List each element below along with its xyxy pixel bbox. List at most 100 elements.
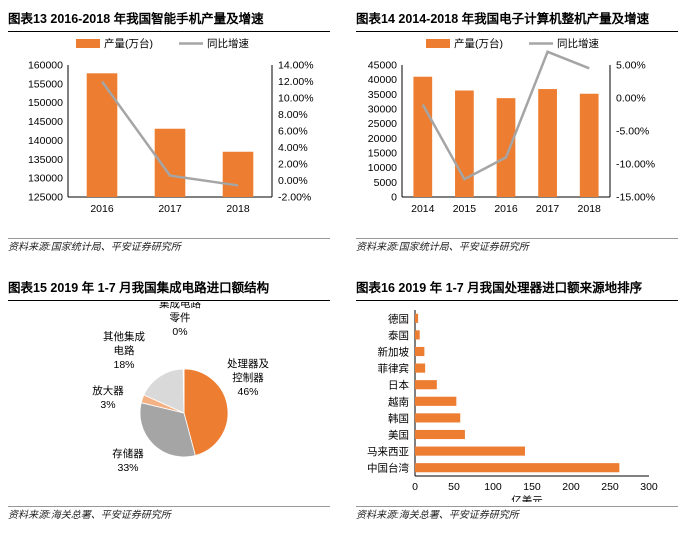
x-tick-label: 0 <box>412 481 418 493</box>
y2-tick-label: 14.00% <box>278 60 314 72</box>
pie-label: 电路 <box>114 344 135 357</box>
combo-chart-computer: 0 5000 10000 15000 20000 25000 30000 35000 40000… <box>368 37 655 215</box>
legend-label-line: 同比增速 <box>557 37 599 50</box>
pie-label: 33% <box>117 462 138 474</box>
bar-2014 <box>413 76 433 197</box>
x-tick-label: 2017 <box>536 203 560 215</box>
y-tick-label: 30000 <box>368 104 397 116</box>
pie-label: 46% <box>237 386 258 398</box>
pie-slice-其他集成电路 <box>143 368 185 414</box>
bar-菲律宾 <box>415 363 426 373</box>
pie-slice-集成电路零件 <box>182 368 185 414</box>
y-tick-label: 韩国 <box>388 412 409 425</box>
chart-panel-14: 图表14 2014-2018 年我国电子计算机整机产量及增速 0 5000 1000… <box>356 9 678 256</box>
legend-label-line: 同比增速 <box>207 37 249 50</box>
pie-label: 18% <box>113 359 134 371</box>
y2-tick-label: 2.00% <box>278 159 308 171</box>
pie-label: 控制器 <box>232 371 264 384</box>
chart-panel-16: 图表16 2019 年 1-7 月我国处理器进口额来源地排序 德国 泰国 新加坡 菲律… <box>356 278 678 524</box>
pie-label: 0% <box>172 326 187 338</box>
y2-tick-label: -15.00% <box>616 192 655 204</box>
y-tick-label: 越南 <box>388 395 409 408</box>
source-note: 资料来源:海关总署、平安证券研究所 <box>8 506 330 523</box>
x-tick-label: 50 <box>448 481 460 493</box>
chart-title: 图表13 2016-2018 年我国智能手机产量及增速 <box>8 9 330 32</box>
y-tick-label: 160000 <box>28 60 63 72</box>
y-tick-label: 140000 <box>28 135 63 147</box>
y-tick-label: 0 <box>391 192 397 204</box>
y-tick-label: 菲律宾 <box>378 362 410 375</box>
y-tick-label: 150000 <box>28 97 63 109</box>
pie-label: 集成电路 <box>159 302 201 310</box>
bar-韩国 <box>415 413 461 423</box>
bar-2016 <box>86 73 118 197</box>
y2-tick-label: 12.00% <box>278 76 314 88</box>
pie-label: 其他集成 <box>103 330 145 343</box>
pie-label: 存储器 <box>112 447 144 460</box>
bar-2016 <box>496 98 516 197</box>
bar-2018 <box>222 151 254 197</box>
x-tick-label: 150 <box>523 481 541 493</box>
y-tick-label: 德国 <box>388 312 409 325</box>
y2-tick-label: 0.00% <box>616 93 646 105</box>
x-tick-label: 2014 <box>411 203 435 215</box>
y-tick-label: 155000 <box>28 78 63 90</box>
bar-2018 <box>579 93 599 197</box>
y2-tick-label: -5.00% <box>616 126 649 138</box>
y-tick-label: 马来西亚 <box>367 446 409 458</box>
pie-slice-处理器及控制器 <box>183 368 229 457</box>
y-tick-label: 新加坡 <box>378 346 410 359</box>
y-tick-label: 35000 <box>368 89 397 101</box>
bar-日本 <box>415 380 437 390</box>
bar-美国 <box>415 429 465 440</box>
bar-越南 <box>415 396 457 406</box>
chart-panel-13: 图表13 2016-2018 年我国智能手机产量及增速 125000 130000… <box>8 9 330 256</box>
x-tick-label: 250 <box>601 481 619 493</box>
x-tick-label: 2018 <box>226 203 250 215</box>
bar-中国台湾 <box>415 463 620 473</box>
combo-chart-smartphone: 125000 130000 135000 140000 145000 150000 1550… <box>28 37 314 215</box>
legend-swatch-bar <box>76 39 100 48</box>
legend-label-bar: 产量(万台) <box>104 37 153 50</box>
chart-title: 图表14 2014-2018 年我国电子计算机整机产量及增速 <box>356 9 678 32</box>
x-tick-label: 2015 <box>453 203 477 215</box>
y2-tick-label: 4.00% <box>278 142 308 154</box>
bar-德国 <box>415 313 419 323</box>
y-tick-label: 45000 <box>368 60 397 72</box>
x-tick-label: 300 <box>640 481 658 493</box>
x-tick-label: 2017 <box>158 203 182 215</box>
x-tick-label: 2016 <box>90 203 114 215</box>
x-axis-title: 亿美元 <box>511 494 543 502</box>
y-tick-label: 125000 <box>28 192 63 204</box>
bar-泰国 <box>415 330 420 340</box>
x-tick-label: 2016 <box>494 203 518 215</box>
source-note: 资料来源:海关总署、平安证券研究所 <box>356 506 678 523</box>
growth-line <box>100 80 239 187</box>
chart-title: 图表16 2019 年 1-7 月我国处理器进口额来源地排序 <box>356 278 678 301</box>
pie-label: 放大器 <box>92 384 124 397</box>
y-tick-label: 145000 <box>28 116 63 128</box>
bar-2015 <box>455 90 474 197</box>
y2-tick-label: 0.00% <box>278 175 308 187</box>
x-tick-label: 2018 <box>578 203 602 215</box>
legend-swatch-bar <box>426 39 450 48</box>
pie-slice-存储器 <box>139 402 196 458</box>
legend-label-bar: 产量(万台) <box>454 37 503 50</box>
pie-label: 处理器及 <box>227 358 269 370</box>
bar-新加坡 <box>415 346 425 357</box>
x-tick-label: 200 <box>562 481 580 493</box>
source-note: 资料来源:国家统计局、平安证券研究所 <box>8 238 330 255</box>
y2-tick-label: -10.00% <box>616 159 655 171</box>
y-tick-label: 中国台湾 <box>367 462 409 475</box>
y-tick-label: 20000 <box>368 133 397 145</box>
y-tick-label: 10000 <box>368 162 397 174</box>
chart-title: 图表15 2019 年 1-7 月我国集成电路进口额结构 <box>8 278 330 301</box>
source-note: 资料来源:国家统计局、平安证券研究所 <box>356 238 678 255</box>
bar-马来西亚 <box>415 446 525 456</box>
y-tick-label: 5000 <box>374 177 398 189</box>
y2-tick-label: 6.00% <box>278 126 308 138</box>
pie-label: 零件 <box>170 312 191 324</box>
y-tick-label: 日本 <box>388 379 409 392</box>
